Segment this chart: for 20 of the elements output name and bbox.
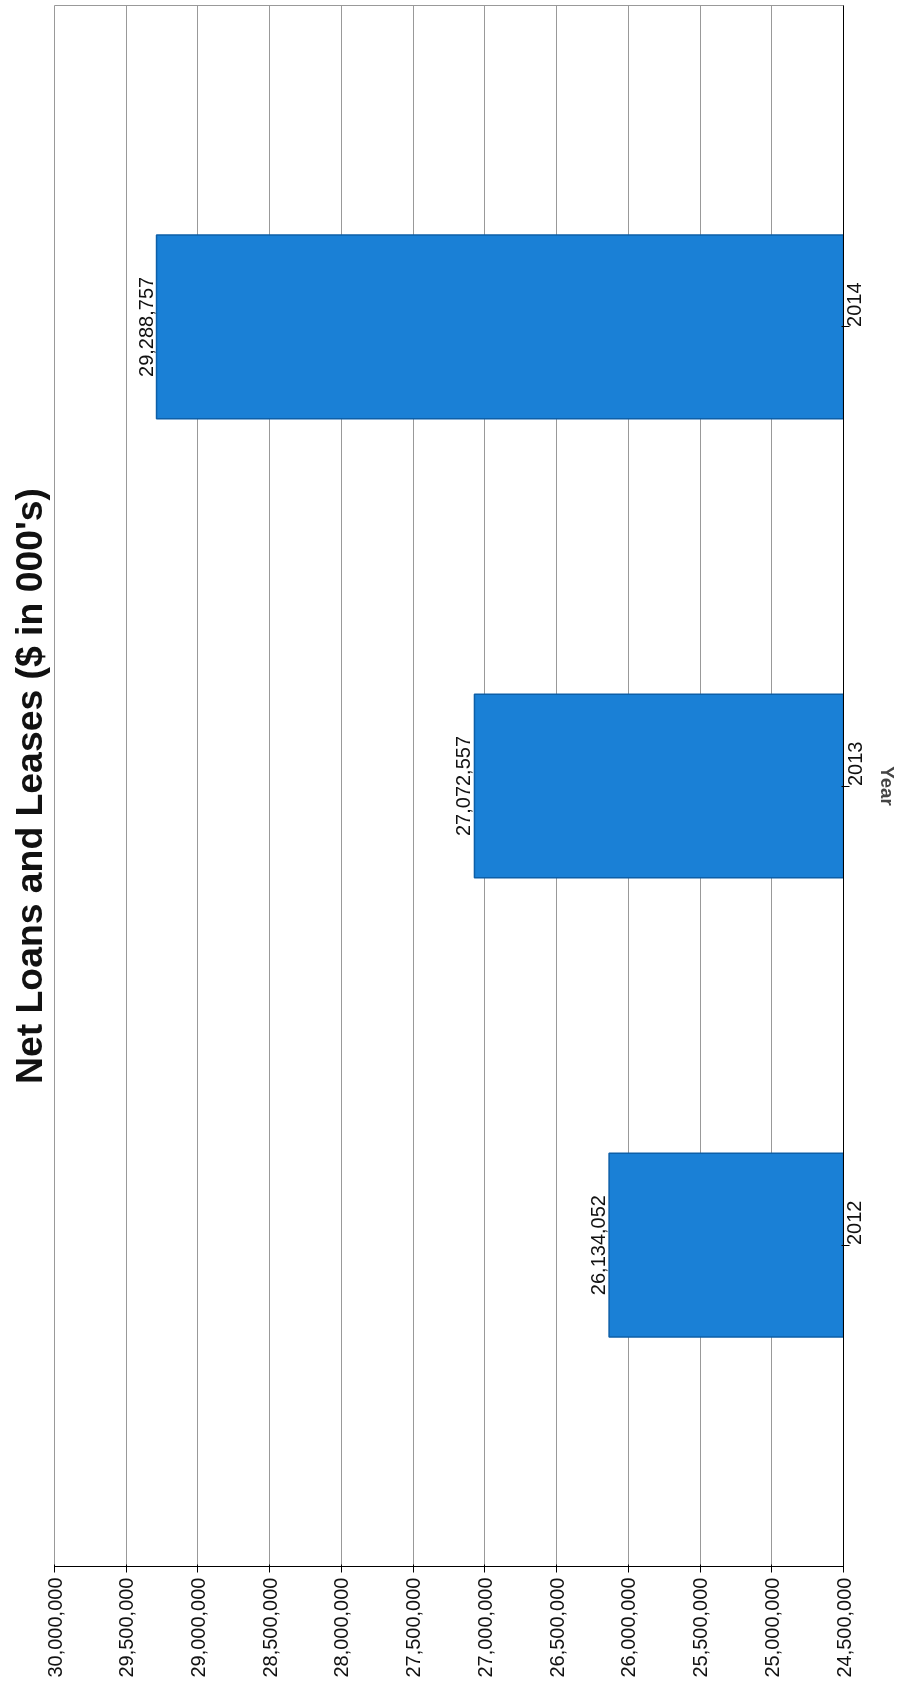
data-label: 29,288,757 <box>134 276 157 377</box>
y-axis-title: Year <box>876 766 898 806</box>
x-tick-label: 25,000,000 <box>760 1577 783 1678</box>
x-tick-label: 30,000,000 <box>43 1577 66 1678</box>
x-tick-label: 28,000,000 <box>330 1577 353 1678</box>
x-tick-label: 27,000,000 <box>473 1577 496 1678</box>
x-tick-label: 25,500,000 <box>689 1577 712 1678</box>
y-tick-label: 2012 <box>843 1200 866 1246</box>
text: Net Loans and Leases ($ in 000's) <box>7 488 50 1084</box>
x-tick-label: 24,500,000 <box>832 1577 855 1678</box>
x-tick-label: 26,500,000 <box>545 1577 568 1678</box>
x-tick-label: 29,500,000 <box>115 1577 138 1678</box>
y-tick-label: 2013 <box>843 741 866 786</box>
y-tick-label: 2014 <box>843 282 866 327</box>
data-label: 26,134,052 <box>587 1195 610 1296</box>
x-tick-label: 26,000,000 <box>617 1577 640 1678</box>
x-tick-label: 27,500,000 <box>402 1577 425 1678</box>
data-label: 27,072,557 <box>452 735 475 837</box>
x-tick-label: 28,500,000 <box>258 1577 281 1678</box>
x-tick-label: 29,000,000 <box>186 1577 209 1678</box>
